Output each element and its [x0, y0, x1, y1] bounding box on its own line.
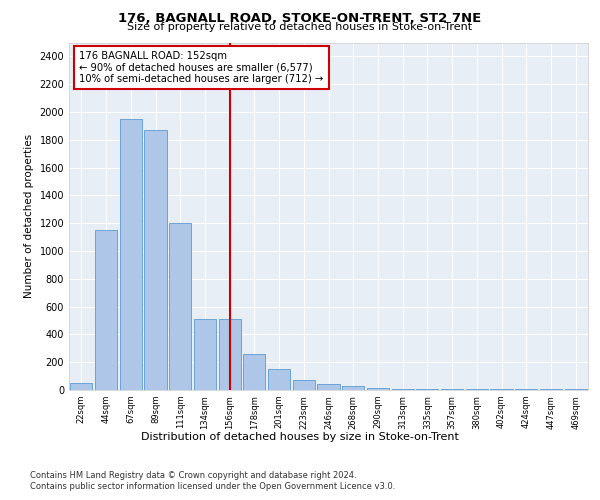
Bar	[342, 386, 364, 390]
Text: Distribution of detached houses by size in Stoke-on-Trent: Distribution of detached houses by size …	[141, 432, 459, 442]
Bar	[194, 319, 216, 390]
Y-axis label: Number of detached properties: Number of detached properties	[24, 134, 34, 298]
Bar	[367, 388, 389, 390]
Text: 176, BAGNALL ROAD, STOKE-ON-TRENT, ST2 7NE: 176, BAGNALL ROAD, STOKE-ON-TRENT, ST2 7…	[118, 12, 482, 26]
Text: Size of property relative to detached houses in Stoke-on-Trent: Size of property relative to detached ho…	[127, 22, 473, 32]
Text: 176 BAGNALL ROAD: 152sqm
← 90% of detached houses are smaller (6,577)
10% of sem: 176 BAGNALL ROAD: 152sqm ← 90% of detach…	[79, 51, 323, 84]
Bar	[145, 130, 167, 390]
Bar	[392, 388, 414, 390]
Text: Contains HM Land Registry data © Crown copyright and database right 2024.: Contains HM Land Registry data © Crown c…	[30, 471, 356, 480]
Bar	[317, 384, 340, 390]
Bar	[70, 383, 92, 390]
Bar	[119, 119, 142, 390]
Bar	[218, 319, 241, 390]
Bar	[293, 380, 315, 390]
Bar	[268, 369, 290, 390]
Bar	[95, 230, 117, 390]
Bar	[243, 354, 265, 390]
Text: Contains public sector information licensed under the Open Government Licence v3: Contains public sector information licen…	[30, 482, 395, 491]
Bar	[416, 388, 439, 390]
Bar	[169, 223, 191, 390]
